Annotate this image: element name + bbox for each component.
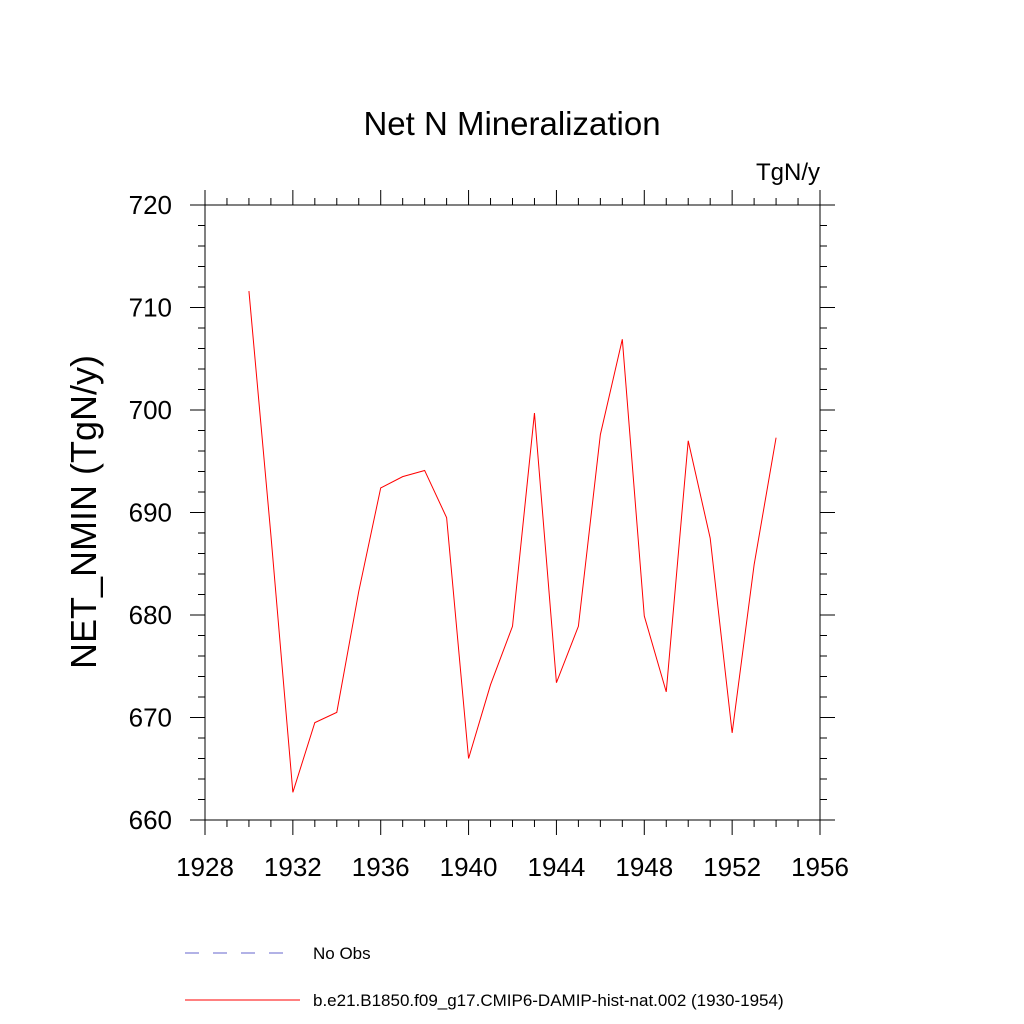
y-tick-label: 660 <box>129 805 172 835</box>
legend: No Obs b.e21.B1850.f09_g17.CMIP6-DAMIP-h… <box>185 944 784 1010</box>
x-tick-label: 1940 <box>440 852 498 882</box>
y-tick-label: 720 <box>129 190 172 220</box>
legend-model-label: b.e21.B1850.f09_g17.CMIP6-DAMIP-hist-nat… <box>313 991 784 1010</box>
x-tick-label: 1928 <box>176 852 234 882</box>
x-tick-label: 1948 <box>615 852 673 882</box>
y-axis-label: NET_NMIN (TgN/y) <box>63 355 104 669</box>
x-tick-label: 1944 <box>528 852 586 882</box>
series-line <box>248 291 777 793</box>
x-tick-label: 1932 <box>264 852 322 882</box>
y-tick-label: 710 <box>129 293 172 323</box>
y-tick-label: 670 <box>129 703 172 733</box>
axis-ticks <box>190 190 835 835</box>
x-tick-label: 1952 <box>703 852 761 882</box>
series-group <box>248 291 777 793</box>
y-tick-label: 700 <box>129 395 172 425</box>
y-tick-label: 680 <box>129 600 172 630</box>
axis-tick-labels: 1928 1932 1936 1940 1944 1948 1952 1956 660 670 68… <box>129 190 849 882</box>
plot-frame <box>204 204 821 821</box>
chart-title: Net N Mineralization <box>363 105 660 142</box>
x-tick-label: 1956 <box>791 852 849 882</box>
y-tick-label: 690 <box>129 498 172 528</box>
units-label: TgN/y <box>756 159 820 186</box>
legend-no-obs-label: No Obs <box>313 944 371 963</box>
x-tick-label: 1936 <box>352 852 410 882</box>
